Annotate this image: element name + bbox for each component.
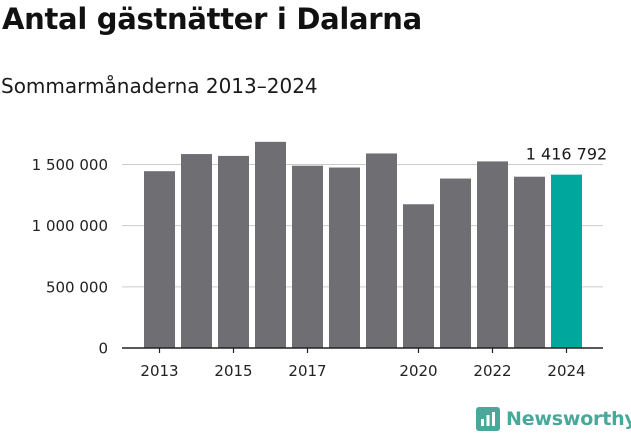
bar-highlight	[551, 174, 582, 348]
x-tick-label: 2024	[547, 362, 585, 380]
y-tick-label: 0	[98, 340, 108, 358]
bar	[440, 178, 471, 348]
chart-title: Antal gästnätter i Dalarna	[2, 2, 422, 36]
bars	[144, 141, 582, 348]
brand-name: Newsworthy	[506, 408, 631, 430]
bar	[477, 161, 508, 348]
x-tick-label: 2017	[288, 362, 326, 380]
bar	[366, 153, 397, 348]
bar	[218, 155, 249, 348]
x-tick-label: 2013	[140, 362, 178, 380]
y-tick-label: 1 000 000	[32, 217, 108, 235]
bar	[181, 154, 212, 348]
y-tick-label: 1 500 000	[32, 156, 108, 174]
newsworthy-logo-icon	[476, 407, 500, 431]
x-tick-label: 2020	[399, 362, 437, 380]
bar	[329, 167, 360, 348]
bar-chart: 0 500 000 1 000 000 1 500 000 2013 2015 2017 20…	[32, 141, 608, 380]
axes	[122, 347, 603, 353]
bar	[255, 141, 286, 348]
bar	[144, 171, 175, 348]
x-tick-label: 2015	[214, 362, 252, 380]
data-label-highlight: 1 416 792	[526, 145, 607, 164]
bar	[292, 165, 323, 348]
y-tick-label: 500 000	[46, 278, 108, 296]
bar	[514, 176, 545, 348]
labels: 0 500 000 1 000 000 1 500 000 2013 2015 2017 20…	[32, 145, 608, 380]
chart-subtitle: Sommarmånaderna 2013–2024	[1, 74, 318, 98]
bar	[403, 204, 434, 348]
brand-logo[interactable]: Newsworthy	[476, 407, 631, 431]
x-tick-label: 2022	[473, 362, 511, 380]
